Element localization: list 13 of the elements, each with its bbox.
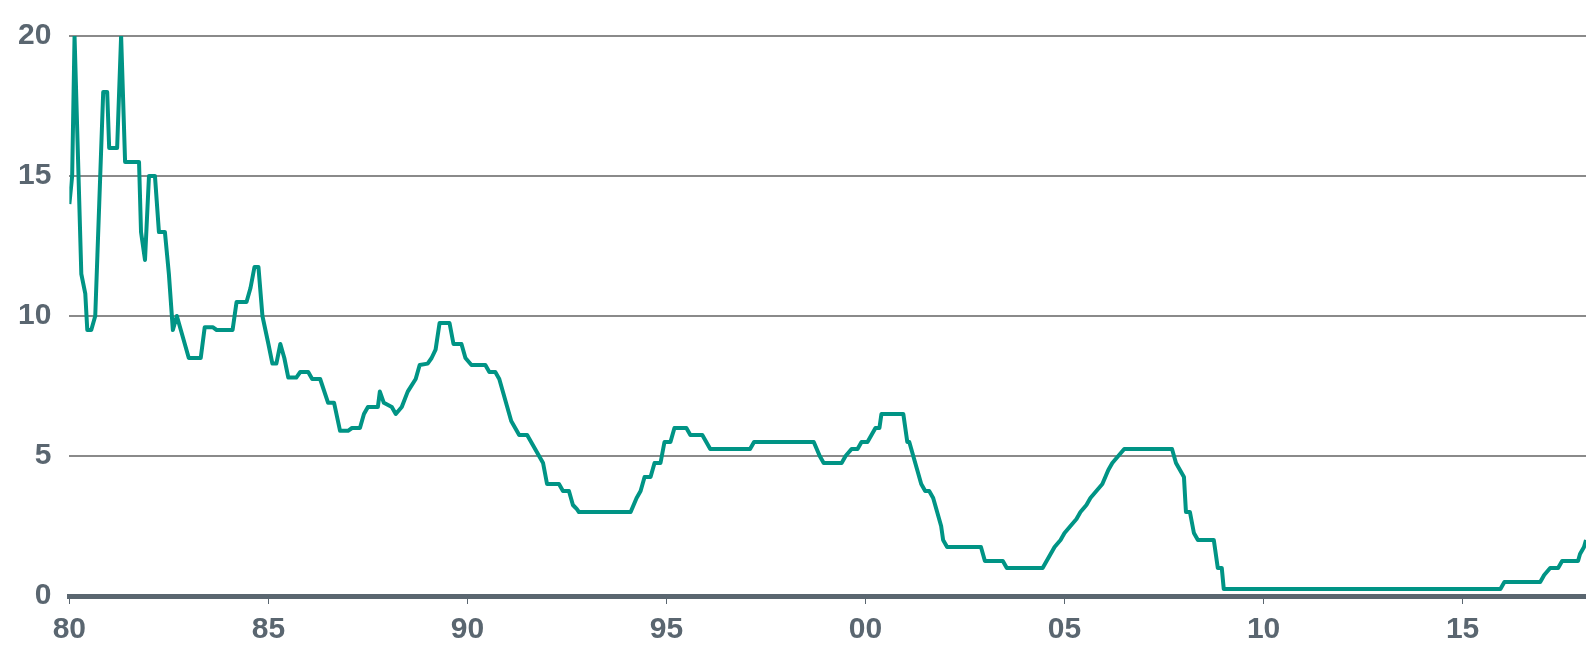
y-tick-label: 15 (17, 157, 52, 191)
x-tick-label: 15 (1445, 611, 1480, 645)
y-tick-label: 20 (17, 17, 52, 51)
x-tick-label: 80 (52, 611, 87, 645)
x-tick-label: 90 (450, 611, 485, 645)
x-tick-label: 05 (1047, 611, 1082, 645)
x-tick-label: 00 (848, 611, 883, 645)
y-tick-label: 10 (17, 297, 52, 331)
y-tick-label: 0 (34, 577, 52, 611)
x-tick-label: 10 (1246, 611, 1281, 645)
x-tick-label: 85 (251, 611, 286, 645)
y-tick-label: 5 (34, 437, 52, 471)
x-tick-label: 95 (649, 611, 684, 645)
